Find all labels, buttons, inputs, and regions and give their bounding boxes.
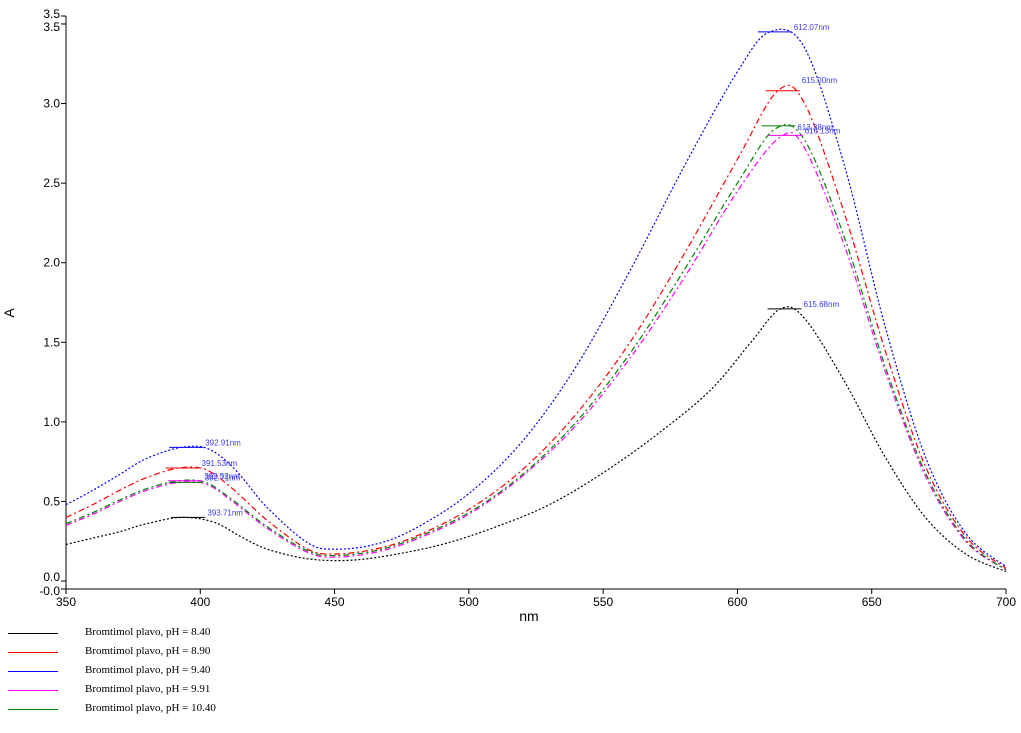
series-line-2 — [65, 28, 1007, 568]
y-tick-label: 1.5 — [43, 335, 60, 349]
x-axis-title: nm — [519, 608, 538, 624]
x-tick-label: 400 — [190, 595, 210, 609]
legend-item: Bromtimol plavo, pH = 9.40 — [0, 662, 400, 681]
y-tick-label: 0.0 — [43, 570, 60, 584]
legend-label: Bromtimol plavo, pH = 9.40 — [85, 664, 211, 676]
legend-swatch — [8, 690, 58, 691]
peak-label: 612.07nm — [794, 23, 830, 32]
legend: Bromtimol plavo, pH = 8.40 Bromtimol plav… — [0, 624, 400, 719]
series-line-3 — [65, 131, 1007, 571]
legend-label: Bromtimol plavo, pH = 8.40 — [85, 626, 211, 638]
y-tick-label: -0.0 — [39, 584, 60, 598]
peak-label: 392.91nm — [205, 438, 241, 447]
peak-label: 613.38nm — [797, 123, 833, 132]
peak-label: 615.00nm — [802, 76, 838, 85]
peak-label: 615.68nm — [804, 300, 840, 309]
legend-item: Bromtimol plavo, pH = 8.40 — [0, 624, 400, 643]
y-tick-label: 2.0 — [43, 256, 60, 270]
x-tick-label: 600 — [727, 595, 747, 609]
legend-item: Bromtimol plavo, pH = 8.90 — [0, 643, 400, 662]
legend-swatch — [8, 709, 58, 710]
peak-label: 392.52nm — [204, 472, 240, 481]
x-tick-label: 500 — [459, 595, 479, 609]
legend-swatch — [8, 652, 58, 653]
legend-label: Bromtimol plavo, pH = 9.91 — [85, 683, 211, 695]
y-tick-label: 3.5 — [43, 20, 60, 34]
legend-swatch — [8, 633, 58, 634]
legend-swatch — [8, 671, 58, 672]
y-axis-title: A — [1, 308, 17, 318]
axes: 350 400 450 500 550 600 650 700 0.0-0.0 0.5 1.0 1.5… — [39, 7, 1016, 609]
peak-label: 393.71nm — [207, 508, 243, 517]
peak-label: 616.13nm — [805, 126, 841, 135]
spectrum-chart: 350 400 450 500 550 600 650 700 0.0-0.0 0.5 1.0 1.5… — [1, 7, 1016, 624]
legend-item: Bromtimol plavo, pH = 10.40 — [0, 700, 400, 719]
x-tick-label: 700 — [996, 595, 1016, 609]
y-tick-label: 3.5 — [43, 7, 60, 21]
legend-label: Bromtimol plavo, pH = 8.90 — [85, 645, 211, 657]
y-tick-label: 3.0 — [43, 97, 60, 111]
x-tick-label: 450 — [325, 595, 345, 609]
peak-label: 392.71nm — [205, 473, 241, 482]
x-tick-label: 350 — [56, 595, 76, 609]
series-line-4 — [65, 123, 1007, 571]
x-tick-label: 550 — [593, 595, 613, 609]
legend-label: Bromtimol plavo, pH = 10.40 — [85, 702, 216, 714]
y-tick-label: 2.5 — [43, 176, 60, 190]
legend-item: Bromtimol plavo, pH = 9.91 — [0, 681, 400, 700]
series-layer — [65, 28, 1007, 573]
y-tick-label: 1.0 — [43, 415, 60, 429]
x-tick-label: 650 — [862, 595, 882, 609]
peak-label: 391.53nm — [202, 459, 238, 468]
series-line-0 — [65, 306, 1007, 573]
y-tick-label: 0.5 — [43, 494, 60, 508]
series-line-1 — [65, 84, 1007, 569]
